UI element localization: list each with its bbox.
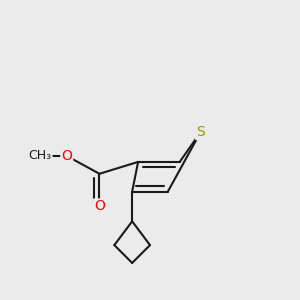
- Text: O: O: [61, 149, 72, 163]
- Text: CH₃: CH₃: [28, 149, 52, 162]
- Text: S: S: [196, 125, 205, 139]
- Text: O: O: [94, 200, 105, 214]
